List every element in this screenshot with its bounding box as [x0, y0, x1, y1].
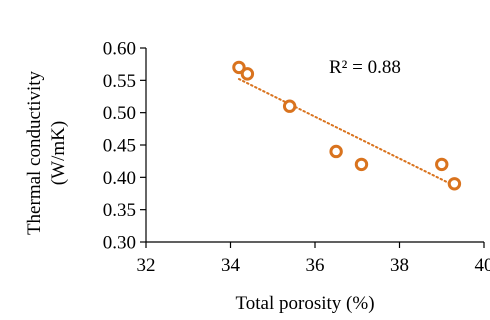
x-tick-label: 40 — [475, 255, 490, 276]
y-tick-label: 0.35 — [103, 200, 136, 221]
y-tick-label: 0.30 — [103, 233, 136, 254]
y-tick-label: 0.45 — [103, 136, 136, 157]
data-point — [240, 67, 255, 81]
y-axis-title-line1: Thermal conductivity — [24, 70, 45, 235]
y-tick-label: 0.50 — [103, 103, 136, 124]
data-point — [447, 177, 462, 191]
y-tick-label: 0.55 — [103, 71, 136, 92]
data-point — [329, 144, 343, 159]
data-point — [354, 157, 369, 172]
trendline — [237, 78, 456, 187]
data-point — [232, 60, 246, 75]
r-squared-annotation: R² = 0.88 — [329, 57, 401, 78]
x-tick-label: 36 — [306, 255, 325, 276]
axes — [140, 47, 485, 248]
y-axis-title-line2: (W/mK) — [48, 121, 69, 185]
data-point — [435, 157, 449, 172]
y-tick-label: 0.40 — [103, 168, 136, 189]
tick-labels: 0.30 0.35 0.40 0.45 0.50 0.55 0.60 32 34 36 38 40 — [103, 39, 490, 277]
data-point — [282, 99, 297, 113]
x-tick-label: 34 — [221, 255, 241, 276]
data-points — [232, 60, 462, 191]
y-tick-label: 0.60 — [103, 39, 136, 60]
x-tick-label: 38 — [390, 255, 409, 276]
x-tick-label: 32 — [137, 255, 156, 276]
x-axis-title: Total porosity (%) — [235, 293, 374, 314]
